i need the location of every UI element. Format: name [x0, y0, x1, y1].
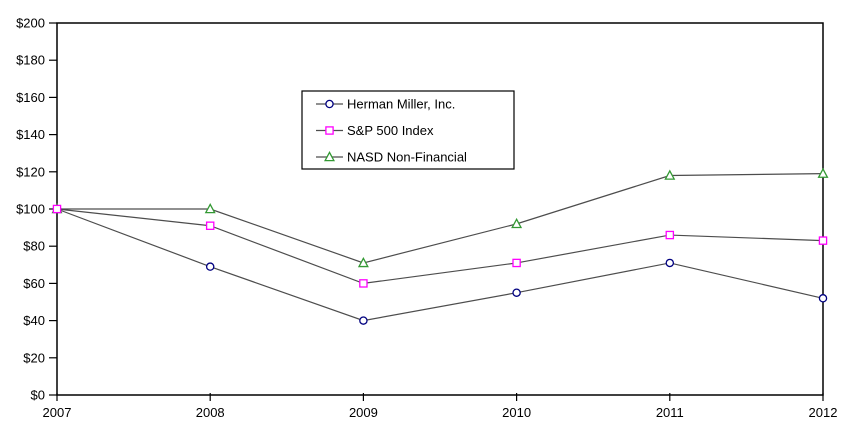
- series-line-herman-miller-inc: [56, 208, 824, 322]
- y-axis-label: $40: [23, 313, 45, 328]
- legend-entry-s-p-500-index: S&P 500 Index: [316, 123, 434, 138]
- y-axis-label: $80: [23, 239, 45, 254]
- square-marker: [205, 221, 215, 230]
- y-axis-label: $20: [23, 350, 45, 365]
- circle-marker: [512, 288, 521, 297]
- triangle-marker: [511, 217, 523, 229]
- legend: Herman Miller, Inc. S&P 500 Index NASD Non…: [301, 90, 515, 170]
- legend-square-marker: [325, 126, 334, 135]
- series-markers-s-p-500-index: [52, 204, 828, 288]
- y-axis-label: $180: [16, 53, 45, 68]
- x-axis-label: 2008: [196, 405, 225, 420]
- square-marker: [512, 258, 521, 268]
- triangle-marker: [817, 167, 829, 178]
- series-line-s-p-500-index: [56, 208, 824, 285]
- x-axis-label: 2012: [809, 405, 838, 420]
- legend-label: Herman Miller, Inc.: [347, 97, 455, 112]
- triangle-marker: [357, 256, 369, 268]
- square-marker: [359, 279, 368, 288]
- legend-entry-nasd-non-financial: NASD Non-Financial: [316, 150, 467, 165]
- series-line-nasd-non-financial: [57, 173, 824, 264]
- x-axis-label: 2010: [502, 405, 531, 420]
- legend-triangle-marker: [324, 151, 335, 162]
- circle-marker: [359, 316, 368, 325]
- y-axis-label: $60: [23, 276, 45, 291]
- y-axis-label: $120: [16, 164, 45, 179]
- square-marker: [665, 230, 675, 240]
- y-axis-label: $160: [16, 90, 45, 105]
- legend-label: NASD Non-Financial: [347, 150, 467, 165]
- circle-marker: [205, 262, 215, 271]
- circle-marker: [665, 258, 675, 268]
- legend-circle-marker: [325, 99, 334, 109]
- y-axis-label: $100: [16, 202, 45, 217]
- legend-label: S&P 500 Index: [347, 123, 434, 138]
- triangle-marker: [664, 169, 676, 180]
- y-axis-label: $200: [16, 16, 45, 31]
- y-axis-label: $0: [31, 388, 45, 403]
- x-axis-label: 2007: [43, 405, 72, 420]
- x-axis-label: 2011: [656, 405, 684, 420]
- square-marker: [52, 204, 62, 214]
- legend-entry-herman-miller-inc: Herman Miller, Inc.: [316, 97, 455, 112]
- triangle-marker: [204, 203, 216, 214]
- x-axis-label: 2009: [349, 405, 378, 420]
- square-marker: [818, 236, 828, 245]
- series-markers-nasd-non-financial: [51, 167, 829, 268]
- circle-marker: [818, 294, 828, 303]
- y-axis-label: $140: [16, 127, 45, 142]
